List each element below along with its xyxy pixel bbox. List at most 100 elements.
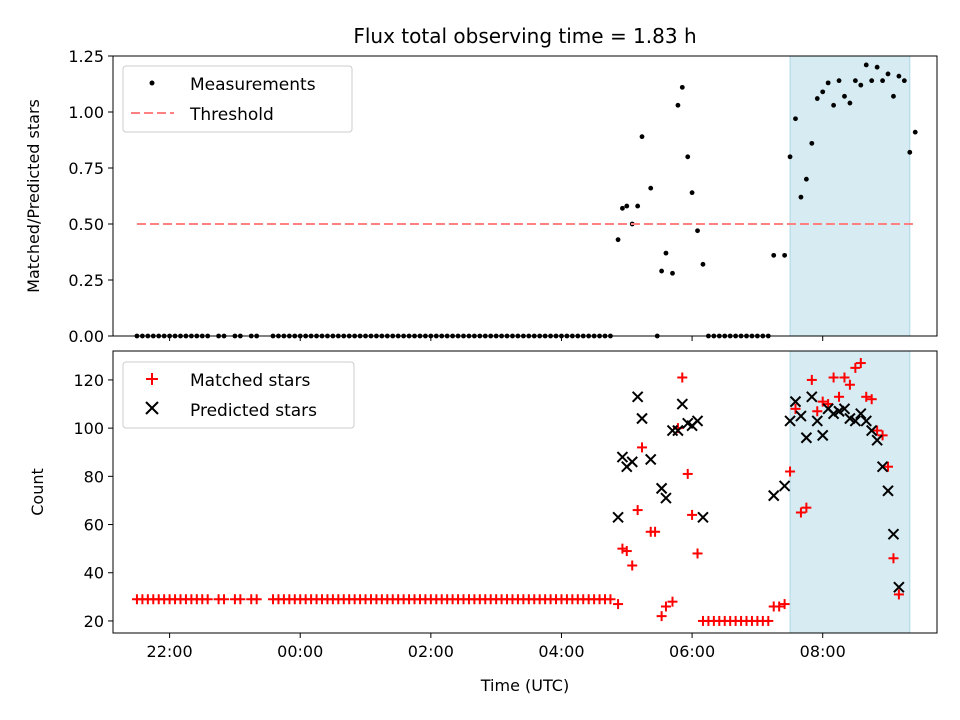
data-point [887, 528, 900, 540]
data-point [675, 102, 681, 108]
data-point [825, 80, 831, 86]
data-point [789, 395, 802, 408]
legend-measurements-label: Measurements [190, 75, 316, 95]
data-point [605, 594, 616, 605]
data-point [670, 270, 675, 276]
bottom-y-axis-label: Count [28, 468, 47, 516]
legend-measurements-marker [149, 80, 155, 86]
data-point [795, 507, 806, 518]
data-point [621, 546, 632, 557]
data-point [793, 116, 798, 122]
data-point [801, 502, 812, 513]
data-point [660, 601, 671, 612]
data-point [219, 594, 230, 605]
y-tick-label: 0.00 [68, 327, 104, 346]
x-tick-label: 02:00 [408, 642, 454, 661]
data-point [866, 394, 877, 405]
data-point [831, 102, 836, 108]
x-tick-label: 08:00 [800, 642, 846, 661]
data-point [874, 64, 880, 70]
top-panel: Flux total observing time = 1.83 h 0.00 0… [24, 24, 938, 346]
data-point [787, 154, 793, 160]
data-point [869, 78, 875, 84]
x-tick-label: 22:00 [147, 642, 193, 661]
top-marks [134, 62, 918, 339]
y-tick-label: 1.25 [68, 47, 104, 66]
data-point [876, 460, 889, 473]
data-point [778, 480, 791, 492]
data-point [844, 379, 855, 390]
data-point [656, 611, 667, 622]
bottom-panel: 20 40 60 80 100 120 22:00 00:00 02:00 04:00 06:00… [28, 350, 938, 695]
top-y-axis-label: Matched/Predicted stars [24, 99, 43, 293]
data-point [816, 429, 829, 442]
series-matched-stars [131, 358, 904, 626]
data-point [782, 252, 788, 258]
data-point [871, 434, 883, 446]
data-point [645, 453, 657, 466]
x-tick-label: 06:00 [669, 642, 715, 661]
data-point [667, 596, 678, 607]
data-point [650, 526, 661, 537]
y-tick-label: 60 [84, 516, 104, 535]
data-point [891, 93, 896, 99]
data-point [687, 509, 698, 520]
data-point [663, 250, 669, 256]
data-point [912, 129, 918, 135]
data-point [613, 599, 624, 610]
data-point [679, 84, 685, 90]
data-point [893, 581, 905, 593]
data-point [763, 615, 774, 626]
bottom-axes-frame [112, 350, 938, 634]
data-point [612, 511, 624, 524]
data-point [823, 399, 834, 410]
x-tick-label: 00:00 [277, 642, 323, 661]
data-point [877, 430, 888, 441]
y-tick-label: 0.75 [68, 159, 104, 178]
data-point [655, 482, 668, 495]
data-point [888, 553, 899, 564]
bottom-legend: Matched stars Predicted stars [122, 361, 355, 429]
data-point [893, 589, 904, 600]
data-point [838, 403, 851, 415]
data-point [839, 372, 850, 383]
data-point [785, 466, 796, 477]
data-point [828, 372, 839, 383]
data-point [790, 403, 801, 414]
legend-matched-label: Matched stars [190, 371, 310, 391]
data-point [637, 442, 648, 453]
bottom-x-axis: 22:00 00:00 02:00 04:00 06:00 08:00 [147, 633, 846, 661]
data-point [896, 73, 902, 79]
bottom-y-axis: 20 40 60 80 100 120 [73, 371, 113, 631]
y-tick-label: 100 [73, 419, 104, 438]
data-point [676, 398, 688, 410]
data-point [858, 82, 864, 88]
chart-title: Flux total observing time = 1.83 h [353, 24, 696, 48]
data-point [682, 468, 693, 479]
data-point [795, 410, 807, 422]
data-point [820, 89, 826, 95]
data-point [692, 548, 703, 559]
data-point [691, 415, 704, 427]
data-point [616, 451, 629, 463]
data-point [800, 432, 813, 444]
y-tick-label: 120 [73, 371, 104, 390]
data-point [639, 134, 645, 140]
x-tick-label: 04:00 [538, 642, 584, 661]
legend-threshold-label: Threshold [189, 105, 274, 125]
data-point [648, 185, 654, 191]
data-point [836, 78, 842, 84]
data-point [863, 62, 869, 68]
data-point [865, 424, 878, 437]
data-point [852, 78, 858, 84]
data-point [907, 149, 913, 155]
x-axis-label: Time (UTC) [480, 676, 569, 695]
data-point [803, 176, 809, 182]
data-point [635, 203, 641, 209]
series-measurements [134, 62, 918, 339]
data-point [700, 261, 706, 267]
data-point [842, 93, 847, 99]
data-point [659, 268, 665, 274]
y-tick-label: 20 [84, 612, 104, 631]
